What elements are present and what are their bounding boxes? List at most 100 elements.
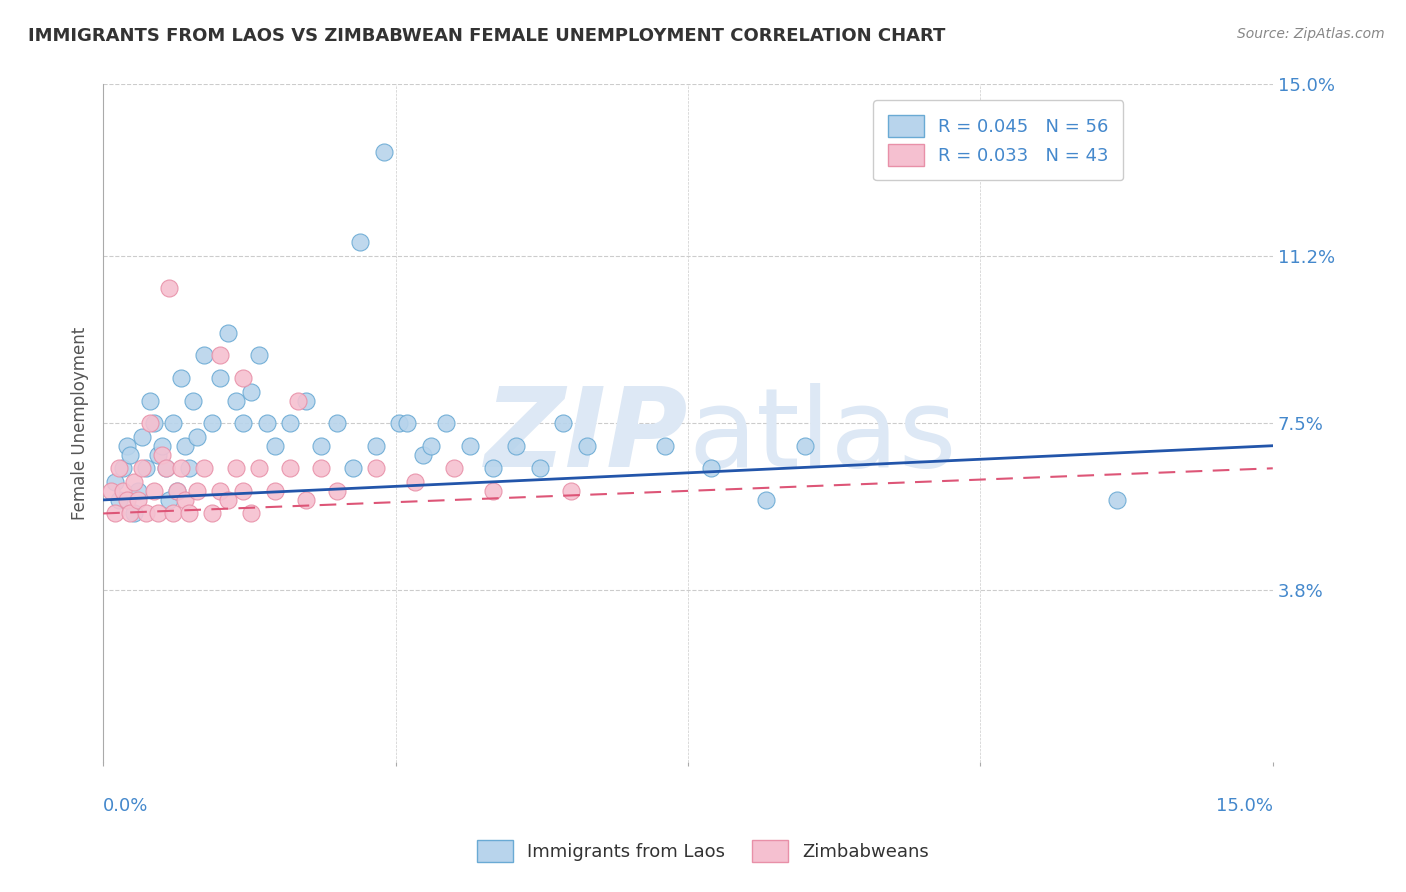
Point — [170, 371, 193, 385]
Point — [256, 416, 278, 430]
Point — [209, 348, 232, 362]
Point — [157, 280, 180, 294]
Point — [373, 145, 395, 160]
Point — [104, 475, 127, 489]
Point — [419, 439, 441, 453]
Point — [225, 393, 247, 408]
Point — [247, 461, 270, 475]
Point — [186, 483, 208, 498]
Point — [150, 439, 173, 453]
Point — [135, 461, 157, 475]
Point — [326, 416, 349, 430]
Point — [107, 492, 129, 507]
Point — [157, 492, 180, 507]
Point — [131, 430, 153, 444]
Point — [232, 371, 254, 385]
Point — [162, 416, 184, 430]
Point — [142, 483, 165, 498]
Point — [124, 507, 146, 521]
Point — [127, 483, 149, 498]
Point — [396, 416, 419, 430]
Point — [412, 448, 434, 462]
Point — [793, 439, 815, 453]
Point — [311, 439, 333, 453]
Text: atlas: atlas — [688, 384, 956, 491]
Point — [120, 448, 142, 462]
Y-axis label: Female Unemployment: Female Unemployment — [72, 326, 89, 520]
Point — [755, 492, 778, 507]
Point — [263, 439, 285, 453]
Text: Source: ZipAtlas.com: Source: ZipAtlas.com — [1237, 27, 1385, 41]
Point — [104, 507, 127, 521]
Point — [217, 326, 239, 340]
Text: 15.0%: 15.0% — [1216, 797, 1272, 814]
Point — [209, 483, 232, 498]
Point — [1105, 492, 1128, 507]
Point — [217, 492, 239, 507]
Point — [135, 507, 157, 521]
Point — [170, 461, 193, 475]
Point — [434, 416, 457, 430]
Point — [177, 461, 200, 475]
Legend: R = 0.045   N = 56, R = 0.033   N = 43: R = 0.045 N = 56, R = 0.033 N = 43 — [873, 100, 1123, 180]
Point — [232, 416, 254, 430]
Point — [146, 448, 169, 462]
Point — [111, 483, 134, 498]
Point — [263, 483, 285, 498]
Point — [201, 416, 224, 430]
Point — [278, 416, 301, 430]
Text: 0.0%: 0.0% — [103, 797, 149, 814]
Point — [115, 492, 138, 507]
Point — [529, 461, 551, 475]
Point — [482, 483, 505, 498]
Point — [181, 393, 204, 408]
Point — [388, 416, 411, 430]
Point — [150, 448, 173, 462]
Point — [364, 461, 387, 475]
Point — [201, 507, 224, 521]
Point — [247, 348, 270, 362]
Point — [111, 461, 134, 475]
Point — [295, 492, 318, 507]
Point — [115, 439, 138, 453]
Point — [193, 461, 215, 475]
Point — [127, 492, 149, 507]
Point — [146, 507, 169, 521]
Point — [458, 439, 481, 453]
Point — [209, 371, 232, 385]
Point — [131, 461, 153, 475]
Point — [240, 507, 263, 521]
Point — [155, 461, 177, 475]
Point — [240, 384, 263, 399]
Point — [162, 507, 184, 521]
Point — [232, 483, 254, 498]
Point — [700, 461, 723, 475]
Point — [174, 439, 197, 453]
Point — [295, 393, 318, 408]
Point — [404, 475, 426, 489]
Text: ZIP: ZIP — [485, 384, 688, 491]
Point — [177, 507, 200, 521]
Point — [342, 461, 364, 475]
Point — [482, 461, 505, 475]
Point — [278, 461, 301, 475]
Point — [553, 416, 575, 430]
Point — [193, 348, 215, 362]
Point — [166, 483, 188, 498]
Point — [364, 439, 387, 453]
Point — [107, 461, 129, 475]
Point — [174, 492, 197, 507]
Point — [142, 416, 165, 430]
Point — [575, 439, 598, 453]
Point — [124, 475, 146, 489]
Point — [443, 461, 465, 475]
Point — [287, 393, 309, 408]
Point — [505, 439, 527, 453]
Point — [349, 235, 371, 250]
Point — [326, 483, 349, 498]
Point — [311, 461, 333, 475]
Point — [225, 461, 247, 475]
Point — [139, 416, 162, 430]
Point — [120, 507, 142, 521]
Point — [100, 483, 122, 498]
